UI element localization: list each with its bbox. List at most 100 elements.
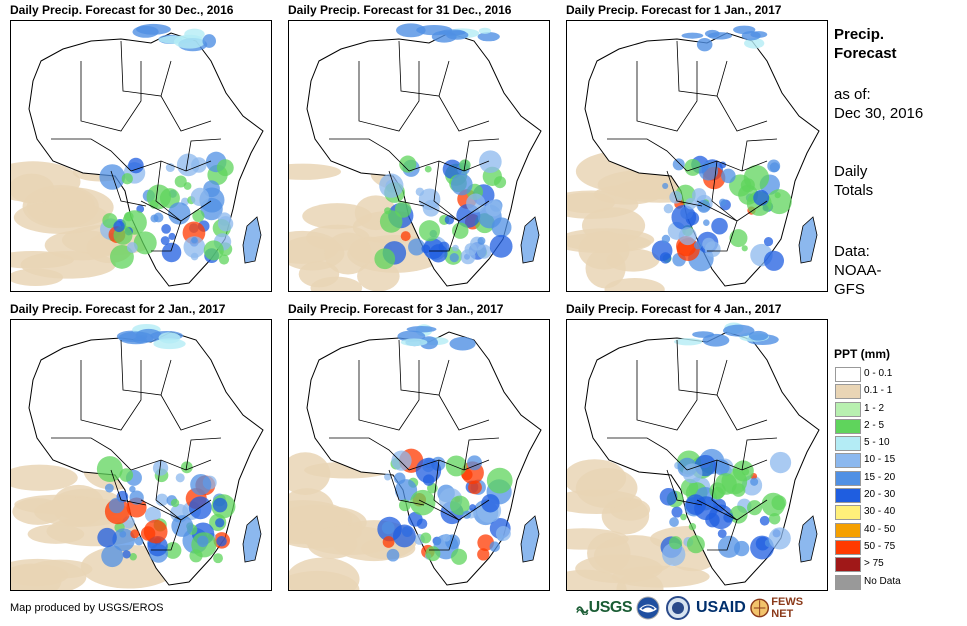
precip-blob [768, 527, 791, 550]
precip-blob [419, 336, 438, 350]
precip-blob [146, 184, 172, 210]
sidebar-title-line2: Forecast [834, 45, 897, 62]
country-border [408, 459, 490, 471]
country-border [686, 160, 768, 172]
legend-rows: 0 - 0.1 0.1 - 1 1 - 2 2 - 5 5 - 10 10 - 15 15 … [834, 365, 958, 590]
precip-blob [155, 493, 169, 507]
country-border [433, 459, 490, 521]
dry-area-blob [310, 276, 363, 291]
precip-blob [680, 478, 699, 497]
precip-blob [400, 338, 428, 347]
precip-blob [721, 168, 736, 184]
precip-blob [415, 457, 442, 484]
precip-blob [133, 231, 157, 255]
precip-blob [381, 521, 395, 535]
africa-map-svg [11, 323, 264, 590]
precip-blob [744, 37, 765, 49]
country-border [607, 437, 688, 471]
data-source-label: Data: [834, 243, 870, 260]
country-border [120, 339, 172, 396]
precip-blob [173, 34, 206, 49]
precip-blob [152, 460, 169, 476]
country-border [329, 437, 410, 471]
precip-blob [158, 332, 181, 344]
precip-blob [711, 217, 728, 235]
africa-map-svg [11, 23, 264, 287]
country-border [388, 170, 425, 207]
country-border [155, 160, 212, 222]
panel-title: Daily Precip. Forecast for 30 Dec., 2016 [10, 3, 234, 17]
legend-label: No Data [864, 575, 901, 587]
precip-blob [391, 450, 412, 471]
precip-blob [191, 236, 198, 244]
country-border [398, 339, 450, 396]
panel-title: Daily Precip. Forecast for 31 Dec., 2016 [288, 3, 512, 17]
precip-blob [450, 548, 468, 565]
precip-blob [212, 497, 228, 513]
dry-area-blob [567, 192, 615, 214]
legend: PPT (mm) 0 - 0.1 0.1 - 1 1 - 2 2 - 5 5 - 10 1… [834, 347, 958, 590]
precip-blob [396, 23, 426, 38]
precip-blob [197, 535, 209, 548]
precip-blob [722, 324, 755, 337]
country-border [51, 437, 132, 471]
usaid-logo: USAID [696, 595, 748, 621]
country-border [636, 61, 698, 132]
dry-area-blob [575, 554, 663, 584]
country-border [398, 40, 450, 97]
precip-blob [99, 164, 126, 190]
precip-blob [150, 214, 159, 223]
usgs-logo-text: USGS [588, 599, 633, 616]
country-border [676, 40, 728, 97]
legend-swatch [835, 522, 861, 538]
precip-blob [449, 252, 459, 263]
precip-blob [203, 240, 224, 261]
precip-blob [671, 204, 697, 230]
precip-blob [486, 467, 513, 494]
precip-blob [481, 494, 500, 513]
legend-label: 15 - 20 [864, 471, 896, 483]
precip-blob [672, 158, 685, 171]
country-border [51, 138, 132, 172]
precip-blob [406, 325, 437, 333]
precip-blob [108, 497, 125, 514]
country-border [408, 160, 490, 172]
country-border [418, 499, 460, 551]
usgs-logo: USGS [576, 595, 633, 621]
precip-blob [190, 252, 199, 261]
legend-swatch [835, 453, 861, 469]
legend-swatch [835, 401, 861, 417]
dry-area-blob [578, 230, 630, 270]
precip-blob [704, 241, 721, 258]
precip-blob [424, 165, 432, 173]
precip-blob [423, 238, 444, 259]
precip-blob [750, 477, 759, 486]
country-border [120, 40, 172, 97]
precip-blob [674, 338, 703, 346]
dry-area-blob [289, 452, 331, 496]
country-border [711, 459, 768, 521]
precip-blob [769, 451, 792, 474]
country-border [140, 499, 182, 551]
precip-blob [748, 330, 769, 341]
precip-blob [478, 27, 492, 34]
legend-item: 2 - 5 [834, 417, 958, 434]
country-border [140, 200, 182, 252]
precip-blob [759, 515, 770, 526]
precip-blob [763, 236, 774, 247]
precip-blob [104, 483, 114, 493]
legend-title: PPT (mm) [834, 347, 891, 361]
precip-blob [171, 515, 194, 537]
precip-blob [96, 456, 123, 483]
precip-blob [129, 490, 144, 505]
precip-blob [743, 164, 770, 191]
precip-blob [485, 199, 502, 217]
legend-swatch [835, 367, 861, 382]
country-border [80, 61, 142, 132]
as-of-block: as of: Dec 30, 2016 [834, 85, 923, 123]
dry-area-blob [289, 163, 342, 180]
precip-blob [400, 231, 411, 242]
precip-blob [407, 511, 423, 527]
country-border [80, 360, 142, 431]
precip-blob [129, 485, 136, 493]
